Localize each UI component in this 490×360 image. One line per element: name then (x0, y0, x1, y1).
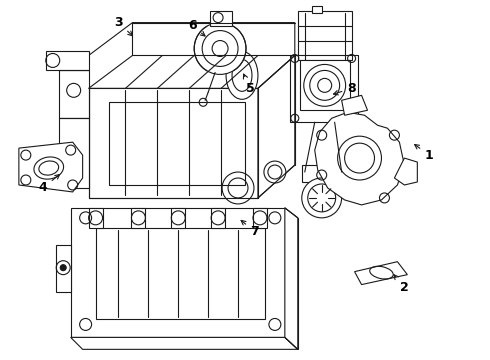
Polygon shape (253, 208, 267, 228)
Polygon shape (56, 245, 71, 292)
Text: 8: 8 (334, 82, 356, 95)
Polygon shape (71, 208, 285, 337)
Text: 3: 3 (114, 16, 132, 36)
Polygon shape (211, 208, 225, 228)
Polygon shape (89, 23, 295, 88)
Ellipse shape (226, 51, 258, 99)
Polygon shape (210, 11, 232, 26)
Polygon shape (46, 50, 89, 71)
Polygon shape (298, 11, 352, 60)
Text: 1: 1 (415, 144, 434, 162)
Polygon shape (89, 208, 102, 228)
Polygon shape (172, 208, 185, 228)
Text: 2: 2 (394, 275, 409, 294)
Polygon shape (394, 158, 417, 185)
Polygon shape (131, 208, 146, 228)
Circle shape (338, 136, 382, 180)
Polygon shape (19, 142, 83, 192)
Circle shape (222, 172, 254, 204)
Text: 6: 6 (188, 19, 205, 36)
Polygon shape (312, 6, 322, 13)
Polygon shape (315, 112, 404, 205)
Circle shape (264, 161, 286, 183)
Circle shape (194, 23, 246, 75)
Polygon shape (285, 208, 298, 349)
Text: 5: 5 (244, 74, 254, 95)
Polygon shape (302, 165, 344, 182)
Circle shape (304, 64, 345, 106)
Polygon shape (96, 228, 265, 319)
Text: 4: 4 (38, 175, 60, 194)
Polygon shape (71, 337, 298, 349)
Polygon shape (59, 71, 89, 118)
Polygon shape (89, 88, 258, 198)
Polygon shape (355, 262, 407, 285)
Circle shape (60, 265, 66, 271)
Polygon shape (300, 60, 349, 110)
Text: 7: 7 (241, 220, 259, 238)
Polygon shape (342, 95, 368, 115)
Circle shape (302, 178, 342, 218)
Polygon shape (59, 118, 89, 188)
Polygon shape (258, 55, 295, 198)
